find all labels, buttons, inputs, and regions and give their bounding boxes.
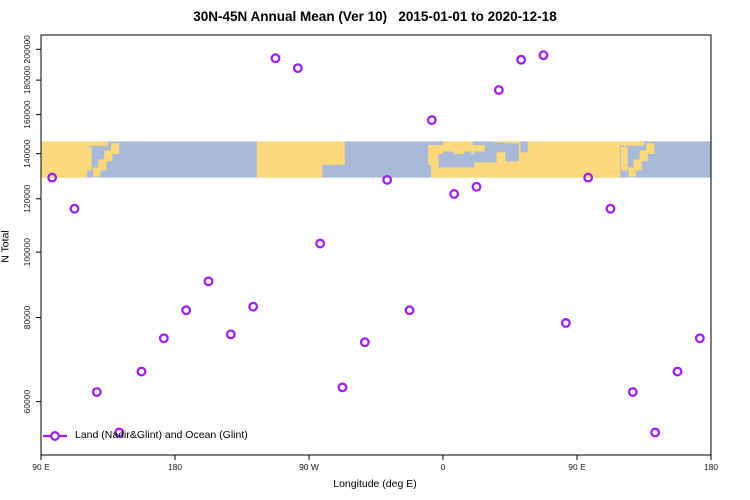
y-tick-label: 140000 [22, 139, 32, 168]
x-tick-label: 90 W [299, 462, 319, 472]
data-point [694, 333, 705, 344]
data-point [493, 85, 504, 95]
legend-label: Land (Nadir&Glint) and Ocean (Glint) [75, 429, 248, 441]
map-land-patch [443, 141, 473, 152]
map-land-patch [84, 146, 92, 171]
data-point [181, 305, 192, 316]
data-point [337, 382, 348, 393]
map-sea-patch [474, 151, 497, 163]
world-map-band [41, 141, 711, 178]
map-land-patch [93, 167, 101, 177]
y-tick-label: 80000 [22, 305, 32, 329]
map-land-patch [98, 159, 107, 171]
plot-border [40, 34, 712, 456]
map-land-patch [110, 143, 120, 155]
data-point [136, 366, 147, 377]
map-land-patch [620, 141, 644, 146]
data-point [292, 63, 303, 74]
map-land-patch [633, 159, 642, 171]
x-axis-title: Longitude (deg E) [333, 478, 417, 490]
data-point [627, 387, 638, 397]
map-land-patch [41, 141, 88, 178]
data-point [449, 188, 460, 199]
data-point [158, 333, 169, 344]
y-tick-label: 180000 [22, 66, 32, 95]
data-point [315, 238, 326, 249]
data-point [114, 427, 125, 438]
x-tick-label: 90 E [568, 462, 586, 472]
y-tick-label: 60000 [22, 390, 32, 414]
map-land-patch [256, 141, 323, 178]
map-sea-patch [438, 154, 475, 168]
y-tick-label: 100000 [22, 238, 32, 267]
data-point [404, 305, 415, 316]
data-point [382, 174, 393, 185]
data-point [225, 329, 236, 340]
data-point [583, 172, 594, 183]
y-tick-label: 200000 [22, 35, 32, 64]
y-tick-label: 120000 [22, 184, 32, 213]
map-sea-patch [520, 141, 528, 153]
data-point [471, 181, 482, 192]
y-tick-label: 160000 [22, 100, 32, 129]
map-land-patch [639, 150, 648, 162]
legend-marker-icon [50, 431, 60, 441]
map-land-patch [646, 143, 655, 155]
data-point [47, 172, 58, 183]
x-tick-label: 180 [168, 462, 182, 472]
map-land-patch [104, 150, 113, 162]
x-tick-label: 90 E [32, 462, 50, 472]
map-land-patch [628, 167, 636, 177]
data-point [650, 427, 661, 438]
map-land-patch [322, 141, 345, 165]
data-point [248, 301, 259, 312]
data-point [270, 53, 281, 64]
data-point [672, 366, 683, 377]
data-point [359, 337, 370, 348]
data-point [69, 203, 80, 214]
x-tick-label: 0 [441, 462, 446, 472]
data-point [91, 387, 102, 397]
map-sea-patch [505, 143, 519, 162]
map-land-patch [84, 141, 108, 146]
data-point [538, 50, 549, 61]
data-point [605, 203, 616, 214]
data-point [516, 54, 527, 65]
map-sea-patch [484, 142, 506, 153]
chart-title: 30N-45N Annual Mean (Ver 10) 2015-01-01 … [193, 9, 557, 24]
map-land-patch [620, 146, 628, 171]
y-axis-title: N Total [0, 230, 12, 263]
data-point [560, 318, 571, 328]
data-point [426, 115, 437, 126]
data-point [203, 276, 214, 287]
x-tick-label: 180 [704, 462, 718, 472]
